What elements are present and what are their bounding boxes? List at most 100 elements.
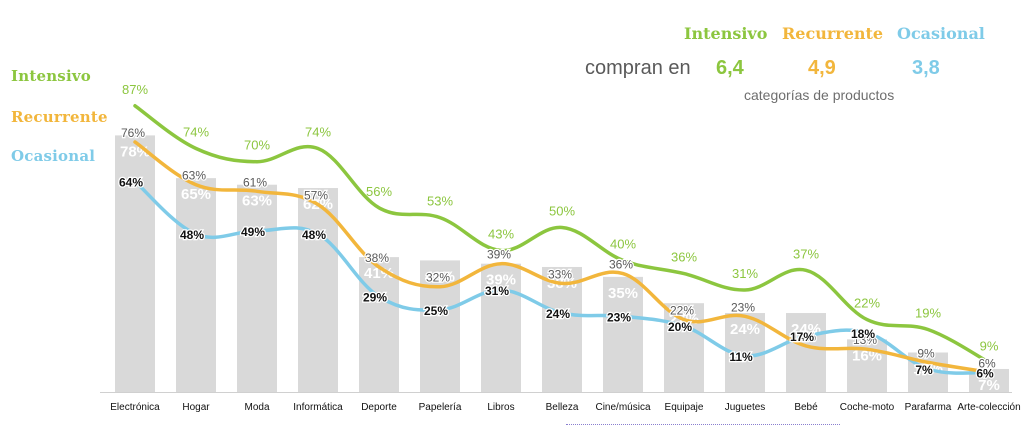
point-label-intensivo-informatica: 74% — [305, 125, 331, 140]
bar-deporte — [359, 257, 399, 392]
x-tick-label-hogar: Hogar — [182, 402, 210, 413]
decorative-underline — [566, 424, 840, 425]
point-label-recurrente-parafarma: 9% — [917, 346, 935, 360]
x-tick-label-juguetes: Juguetes — [725, 402, 766, 413]
point-label-ocasional-parafarma: 7% — [915, 363, 933, 377]
point-label-intensivo-arte-coleccion: 9% — [980, 338, 999, 353]
x-tick-label-bebe: Bebé — [794, 402, 818, 413]
bar-label-libros: 39% — [486, 272, 516, 289]
point-label-recurrente-bebe: 14% — [792, 330, 816, 344]
point-label-intensivo-coche-moto: 22% — [854, 296, 880, 311]
point-label-ocasional-libros: 31% — [485, 284, 509, 298]
bar-bebe — [786, 313, 826, 392]
point-label-intensivo-parafarma: 19% — [915, 305, 941, 320]
x-tick-label-electronica: Electrónica — [110, 402, 160, 413]
point-label-recurrente-deporte: 38% — [365, 251, 389, 265]
x-tick-label-arte-coleccion: Arte-colección — [957, 402, 1020, 413]
point-label-intensivo-deporte: 56% — [366, 184, 392, 199]
x-tick-label-papeleria: Papelería — [419, 402, 462, 413]
point-label-recurrente-informatica: 57% — [304, 188, 328, 202]
bar-cine-musica — [603, 276, 643, 392]
bar-label-papeleria: 40% — [425, 268, 455, 285]
bars-layer — [115, 135, 1009, 392]
point-label-ocasional-bebe: 17% — [790, 330, 814, 344]
bar-arte-coleccion — [969, 368, 1009, 392]
point-label-intensivo-electronica: 87% — [122, 82, 148, 97]
bar-label-moda: 63% — [242, 193, 272, 210]
point-label-ocasional-juguetes: 11% — [729, 350, 753, 364]
point-label-recurrente-coche-moto: 13% — [853, 333, 877, 347]
summary-name-ocasional: Ocasional — [897, 24, 985, 43]
x-tick-label-informatica: Informática — [293, 402, 343, 413]
series-labels-layer: 87% 74% 70% 74% 56% 53% 43% 50% 40% 36% 31% 37% 22% 1… — [118, 82, 999, 382]
point-label-intensivo-equipaje: 36% — [671, 250, 697, 265]
bar-informatica — [298, 188, 338, 392]
x-tick-label-moda: Moda — [244, 402, 269, 413]
summary-value-ocasional: 3,8 — [912, 57, 940, 79]
x-tick-label-cine-musica: Cine/música — [595, 402, 650, 413]
x-tick-label-belleza: Belleza — [546, 402, 579, 413]
point-label-recurrente-belleza: 33% — [548, 267, 572, 281]
point-label-ocasional-arte-coleccion: 6% — [976, 366, 994, 380]
x-axis: Electrónica Hogar Moda Informática Deporte Pa… — [100, 392, 1021, 413]
point-label-intensivo-libros: 43% — [488, 227, 514, 242]
bar-label-arte-coleccion: 7% — [978, 377, 1000, 394]
point-label-intensivo-moda: 70% — [244, 138, 270, 153]
point-label-ocasional-deporte: 29% — [363, 291, 387, 305]
summary-value-recurrente: 4,9 — [808, 57, 836, 79]
bar-label-juguetes: 24% — [730, 321, 760, 338]
summary-name-intensivo: Intensivo — [684, 24, 768, 43]
point-label-recurrente-moda: 61% — [243, 175, 267, 189]
summary-value-intensivo: 6,4 — [716, 57, 744, 79]
point-label-intensivo-cine-musica: 40% — [610, 236, 636, 251]
summary-prefix: compran en — [585, 57, 691, 79]
x-tick-label-equipaje: Equipaje — [665, 402, 704, 413]
point-label-intensivo-hogar: 74% — [183, 125, 209, 140]
bar-belleza — [542, 266, 582, 392]
bar-label-deporte: 41% — [364, 265, 394, 282]
point-label-recurrente-cine-musica: 36% — [609, 258, 633, 272]
series-line-intensivo — [133, 104, 991, 365]
point-label-recurrente-electronica: 76% — [121, 126, 145, 140]
legend-label-recurrente: Recurrente — [11, 108, 108, 126]
bar-electronica — [115, 135, 155, 392]
legend-label-ocasional: Ocasional — [11, 147, 96, 165]
point-label-ocasional-hogar: 48% — [180, 228, 204, 242]
legend-label-intensivo: Intensivo — [11, 67, 91, 85]
point-label-recurrente-juguetes: 23% — [731, 300, 755, 314]
bar-labels-layer: 78%65% 63% 62%41% 40% 39% 38%35%27%24% 24%16%1… — [120, 143, 1000, 394]
point-label-recurrente-arte-coleccion: 6% — [978, 356, 996, 370]
bar-hogar — [176, 178, 216, 392]
point-label-intensivo-papeleria: 53% — [427, 194, 453, 209]
point-label-intensivo-belleza: 50% — [549, 204, 575, 219]
bar-label-hogar: 65% — [181, 186, 211, 203]
x-tick-label-coche-moto: Coche-moto — [840, 402, 895, 413]
point-label-intensivo-juguetes: 31% — [732, 266, 758, 281]
bar-moda — [237, 184, 277, 392]
point-label-recurrente-libros: 39% — [487, 248, 511, 262]
point-label-ocasional-informatica: 48% — [302, 228, 326, 242]
x-tick-label-deporte: Deporte — [361, 402, 397, 413]
series-lines-layer — [133, 104, 991, 375]
bar-label-cine-musica: 35% — [608, 285, 638, 302]
bar-libros — [481, 263, 521, 392]
x-tick-label-parafarma: Parafarma — [905, 402, 952, 413]
point-label-ocasional-papeleria: 25% — [424, 304, 448, 318]
point-label-ocasional-moda: 49% — [241, 225, 265, 239]
x-tick-label-libros: Libros — [487, 402, 514, 413]
summary-caption: categorías de productos — [744, 87, 895, 103]
series-line-recurrente — [133, 140, 991, 375]
point-label-ocasional-coche-moto: 18% — [851, 327, 875, 341]
point-label-intensivo-bebe: 37% — [793, 246, 819, 261]
point-label-recurrente-equipaje: 22% — [670, 304, 694, 318]
summary-name-recurrente: Recurrente — [782, 24, 884, 43]
point-label-ocasional-belleza: 24% — [546, 307, 570, 321]
point-label-ocasional-electronica: 64% — [119, 175, 143, 189]
series-line-ocasional — [133, 179, 991, 375]
point-label-ocasional-equipaje: 20% — [668, 320, 692, 334]
point-label-recurrente-papeleria: 32% — [426, 271, 450, 285]
point-label-ocasional-cine-musica: 23% — [607, 310, 631, 324]
point-label-recurrente-hogar: 63% — [182, 169, 206, 183]
